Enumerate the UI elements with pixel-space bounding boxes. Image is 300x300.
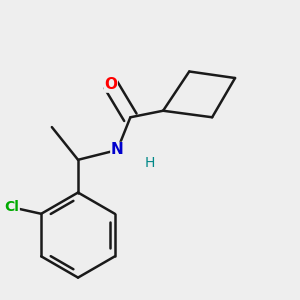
Text: H: H — [145, 156, 155, 170]
Text: N: N — [111, 142, 124, 158]
Text: Cl: Cl — [4, 200, 19, 214]
Text: O: O — [104, 77, 117, 92]
